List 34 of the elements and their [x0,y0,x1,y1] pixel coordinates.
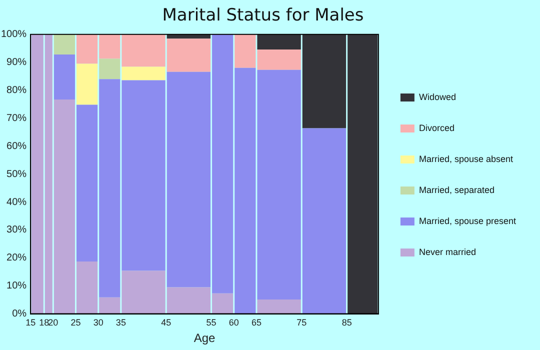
y-tick-label: 80% [6,85,27,96]
x-tick-label: 35 [116,318,126,328]
x-tick-label: 18 [39,318,50,328]
legend-label: Divorced [418,122,454,133]
x-tick-label: 30 [93,318,104,328]
legend-label: Married, spouse present [418,216,516,226]
x-tick-label: 15 [26,318,36,328]
y-tick-label: 70% [6,112,27,124]
x-axis-title: Age [194,331,216,346]
bar [54,54,76,100]
x-tick-label: 45 [161,318,172,328]
x-tick-label: 60 [228,318,239,328]
x-tick-label: 65 [251,318,262,328]
x-tick-label: 25 [70,318,81,328]
chart-title: Marital Status for Males [162,6,364,26]
x-tick-label: 85 [342,318,352,328]
x-tick-label: 20 [48,318,58,328]
bar [99,58,120,80]
legend-label: Never married [418,246,476,257]
x-tick-label: 55 [206,318,216,328]
y-tick-label: 60% [6,140,27,152]
legend-label: Widowed [418,92,456,102]
legend-label: Married, separated [418,184,494,195]
legend-label: Married, spouse absent [418,154,514,164]
y-tick-label: 20% [6,252,27,264]
y-tick-label: 0% [12,308,27,320]
y-tick-label: 10% [6,280,27,292]
y-tick-label: 100% [1,29,27,40]
y-tick-label: 50% [6,168,27,180]
bar [54,34,76,55]
y-tick-label: 40% [6,196,27,208]
y-tick-label: 30% [6,224,27,236]
x-tick-label: 75 [296,318,307,328]
y-tick-label: 90% [6,57,27,68]
